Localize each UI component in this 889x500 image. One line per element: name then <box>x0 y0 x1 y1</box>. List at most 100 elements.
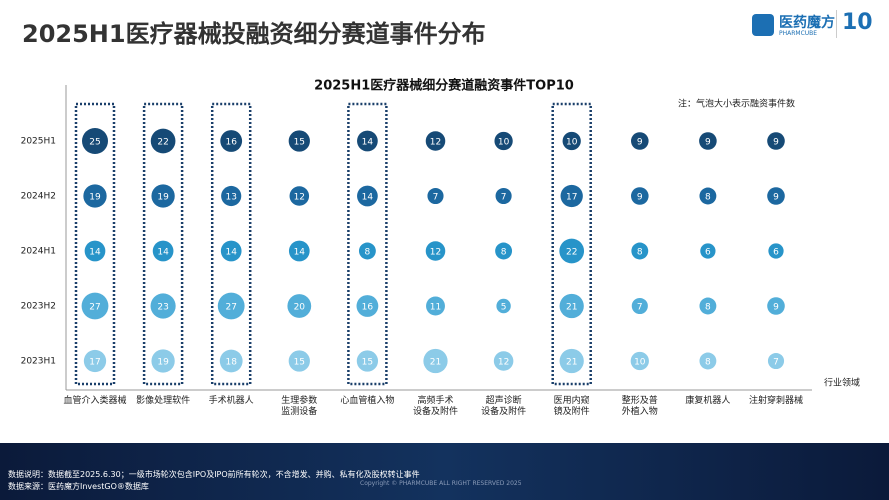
data-label: 14 <box>225 248 237 258</box>
bubble <box>493 351 514 371</box>
data-label: 9 <box>773 303 779 313</box>
bubble <box>699 187 717 205</box>
footer-band <box>0 443 889 500</box>
y-tick-label: 2023H2 <box>21 302 56 312</box>
data-label: 16 <box>362 303 374 313</box>
bubble <box>357 185 378 207</box>
bubble <box>496 298 511 314</box>
y-tick-label: 2025H1 <box>21 137 56 147</box>
bubble <box>219 349 243 373</box>
data-label: 21 <box>430 358 441 368</box>
x-tick-label: 医用内窥 镜及附件 <box>553 396 590 417</box>
bubble <box>356 350 379 372</box>
bubble <box>631 297 648 315</box>
data-label: 10 <box>566 138 578 148</box>
bubble <box>699 297 717 315</box>
bubble <box>631 187 649 205</box>
bubble <box>768 243 784 259</box>
logo-icon <box>752 14 774 36</box>
data-label: 6 <box>773 248 779 258</box>
highlight-box <box>551 102 592 386</box>
highlight-box <box>74 102 116 386</box>
bubble <box>426 296 445 316</box>
y-tick-label: 2024H2 <box>21 192 56 202</box>
bubble <box>427 187 444 205</box>
data-label: 18 <box>225 358 237 368</box>
bubble <box>559 348 584 374</box>
data-label: 19 <box>157 358 169 368</box>
data-label: 6 <box>705 248 711 258</box>
highlight-box <box>347 102 388 386</box>
data-label: 12 <box>294 193 305 203</box>
bubble <box>559 238 585 264</box>
data-label: 9 <box>637 193 643 203</box>
bubble <box>83 184 107 208</box>
data-label: 12 <box>498 358 509 368</box>
chart-title: 2025H1医疗器械细分赛道融资事件TOP10 <box>314 78 574 94</box>
data-label: 19 <box>89 193 101 203</box>
bubble <box>700 243 716 259</box>
bubble <box>699 352 717 370</box>
data-label: 19 <box>157 193 169 203</box>
bubble <box>699 132 717 150</box>
chart: 2025H1医疗器械细分赛道融资事件TOP10 注：气泡大小表示融资事件数 行业… <box>21 78 860 391</box>
data-label: 8 <box>637 248 643 258</box>
chart-note: 注：气泡大小表示融资事件数 <box>678 98 795 110</box>
x-tick-label: 注射穿刺器械 <box>748 396 803 406</box>
highlight-box <box>210 102 252 386</box>
data-label: 17 <box>89 358 100 368</box>
data-label: 16 <box>225 138 237 148</box>
bubble <box>220 240 242 262</box>
data-label: 9 <box>773 138 779 148</box>
data-label: 22 <box>566 248 577 258</box>
logo-sub: PHARMCUBE <box>779 30 818 37</box>
bubble <box>767 297 785 315</box>
divider <box>836 10 837 38</box>
x-tick-label: 影像处理软件 <box>136 396 191 406</box>
bubble <box>559 293 584 319</box>
data-label: 12 <box>430 138 441 148</box>
bubble <box>150 128 176 154</box>
data-label: 27 <box>89 303 100 313</box>
x-axis-label: 行业领域 <box>824 377 860 389</box>
bubble <box>288 350 310 372</box>
data-label: 7 <box>433 193 439 203</box>
x-tick-label: 血管介入类器械 <box>63 396 127 406</box>
bubble <box>358 242 376 260</box>
data-label: 8 <box>705 303 711 313</box>
bubble <box>288 130 310 152</box>
data-label: 12 <box>430 248 441 258</box>
copyright: Copyright © PHARMCUBE ALL RIGHT RESERVED… <box>360 480 522 487</box>
x-tick-label: 超声诊断 设备及附件 <box>481 396 527 417</box>
y-tick-label: 2024H1 <box>21 247 56 257</box>
bubble <box>767 352 785 370</box>
data-label: 9 <box>637 138 643 148</box>
x-tick-label: 康复机器人 <box>685 396 731 406</box>
data-label: 11 <box>430 303 441 313</box>
bubble <box>81 292 109 320</box>
data-label: 15 <box>294 358 305 368</box>
bubble <box>289 186 310 206</box>
logo-text: 医药魔方 <box>779 15 835 31</box>
data-label: 17 <box>566 193 577 203</box>
bubble <box>356 295 379 317</box>
bubble <box>152 240 174 262</box>
bubble <box>357 130 378 152</box>
bubble <box>495 187 512 205</box>
footer-source: 数据来源：医药魔方InvestGO®数据库 <box>8 482 149 491</box>
footer-note: 数据说明：数据截至2025.6.30；一级市场轮次包含IPO及IPO前所有轮次，… <box>8 470 420 479</box>
x-tick-label: 心血管植入物 <box>340 396 395 406</box>
bubble <box>220 130 243 152</box>
data-label: 8 <box>501 248 507 258</box>
data-label: 7 <box>637 303 643 313</box>
x-tick-label: 手术机器人 <box>208 396 254 406</box>
data-label: 27 <box>225 303 236 313</box>
data-label: 9 <box>705 138 711 148</box>
bubble <box>151 184 175 208</box>
bubble <box>82 128 108 154</box>
data-label: 20 <box>294 303 306 313</box>
data-label: 13 <box>225 193 236 203</box>
data-label: 9 <box>773 193 779 203</box>
data-label: 14 <box>89 248 101 258</box>
